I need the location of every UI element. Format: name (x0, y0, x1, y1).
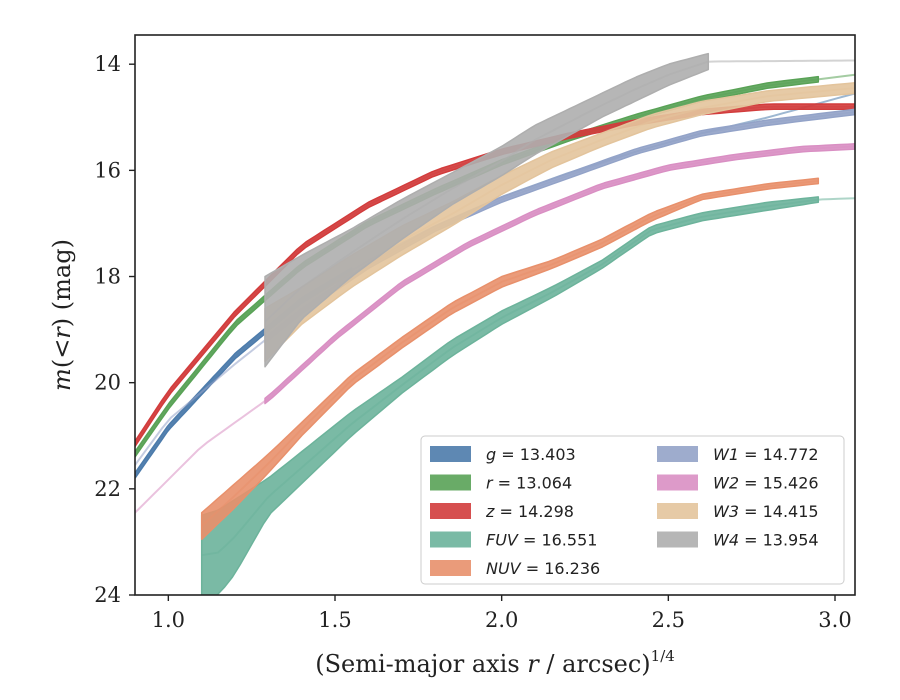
legend-label-z: z = 14.298 (485, 502, 574, 521)
legend-band-name: NUV (486, 559, 522, 578)
legend-band-name: FUV (486, 531, 519, 550)
legend-band-value: = 16.551 (518, 531, 598, 550)
legend-label-nuv: NUV = 16.236 (486, 559, 600, 578)
x-tick-label: 3.0 (818, 608, 851, 632)
legend-swatch-r (430, 474, 471, 491)
legend-swatch-w1 (657, 446, 698, 462)
legend-box (420, 435, 845, 585)
legend-band-value: = 14.298 (494, 502, 574, 521)
legend-band-value: = 15.426 (739, 474, 819, 493)
legend-band-value: = 14.415 (739, 502, 819, 521)
legend-label-fuv: FUV = 16.551 (486, 531, 597, 550)
x-tick-label: 2.5 (652, 608, 685, 632)
legend-swatch-nuv (430, 560, 471, 576)
series-nuv-band (200, 177, 820, 541)
series-w4-band (264, 52, 710, 368)
series-w2-band (264, 143, 855, 405)
legend-label-w1: W1 = 14.772 (713, 445, 819, 464)
y-axis-label-var: r (48, 326, 76, 339)
series-layer (135, 52, 855, 595)
x-tick-label: 1.5 (318, 608, 351, 632)
y-tick-label: 14 (94, 52, 121, 76)
y-tick-label: 16 (94, 158, 121, 182)
series-fuv-band (200, 196, 820, 595)
series-r-line (135, 73, 855, 455)
legend-band-name: g (486, 445, 496, 464)
series-z-band (135, 103, 855, 448)
legend-label-r: r = 13.064 (486, 474, 572, 493)
legend-band-value: = 13.403 (496, 445, 576, 464)
legend-label-w3: W3 = 14.415 (713, 502, 819, 521)
series-r (135, 73, 855, 458)
legend-band-name: z (485, 502, 495, 521)
x-axis-label-suffix: / arcsec) (539, 650, 651, 678)
plot-frame (134, 34, 856, 596)
x-tick-label: 2.0 (485, 608, 518, 632)
y-tick-label: 22 (94, 477, 121, 501)
y-axis-label-suffix: ) (mag) (48, 239, 76, 327)
x-axis-label-var: r (527, 650, 540, 678)
legend-label-g: g = 13.403 (486, 445, 576, 464)
x-axis-label-prefix: (Semi-major axis (315, 650, 527, 678)
legend-swatch-w3 (657, 503, 698, 519)
series-nuv (200, 177, 820, 541)
legend-band-name: W3 (713, 502, 739, 521)
ticks-layer: 1.0 1.5 2.0 2.5 3.0 14 16 18 20 22 24 (94, 52, 851, 632)
legend-swatch-fuv (430, 531, 471, 548)
legend-band-name: W2 (713, 474, 739, 493)
legend-band-name: W1 (713, 445, 739, 464)
legend-band-value: = 13.064 (493, 474, 573, 493)
series-w2 (135, 143, 855, 514)
legend-band-value: = 14.772 (739, 445, 819, 464)
y-tick-label: 18 (94, 265, 121, 289)
x-axis-label-exponent: 1/4 (651, 647, 675, 665)
y-tick-label: 20 (94, 371, 121, 395)
y-tick-label: 24 (94, 583, 121, 607)
legend-swatch-g (430, 446, 471, 462)
series-fuv (200, 196, 855, 595)
legend-swatch-w2 (657, 474, 698, 491)
legend-label-w4: W4 = 13.954 (713, 531, 819, 550)
legend-label-w2: W2 = 15.426 (713, 474, 819, 493)
y-axis-label: m(<r) (mag) (48, 239, 76, 391)
x-axis-label: (Semi-major axis r / arcsec)1/4 (315, 647, 675, 678)
y-axis-label-prefix: m (48, 368, 76, 391)
legend-swatch-w4 (657, 531, 698, 548)
legend-band-value: = 13.954 (739, 531, 819, 550)
legend-swatch-z (430, 503, 471, 519)
legend-band-value: = 16.236 (521, 559, 601, 578)
legend-band-name: W4 (713, 531, 739, 550)
series-w4 (264, 52, 855, 368)
y-axis-label-mid: (< (48, 339, 76, 368)
legend-band-name: r (486, 474, 494, 493)
x-tick-label: 1.0 (152, 608, 185, 632)
